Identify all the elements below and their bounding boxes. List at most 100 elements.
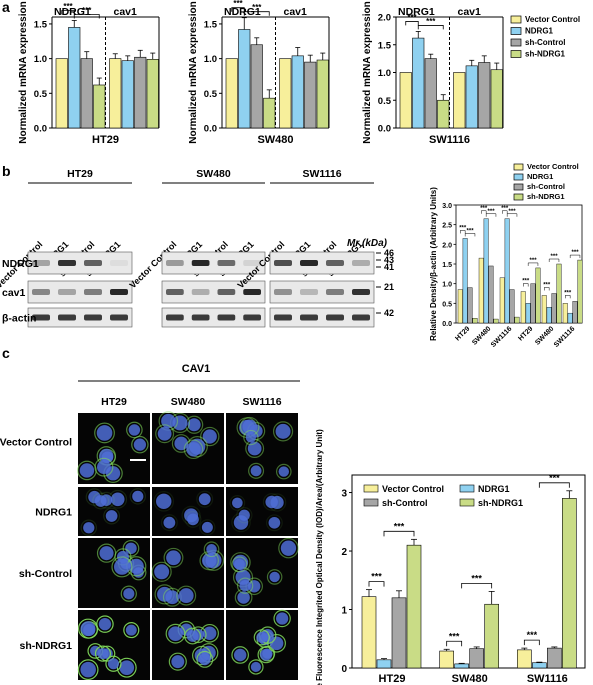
micro-title: CAV1 xyxy=(182,363,211,375)
micro-nucleus-2-2-6 xyxy=(234,558,245,570)
a2-bar-g1-2 xyxy=(478,62,491,129)
b-sig-bracket-2-0 xyxy=(502,210,508,214)
micro-image-2-1 xyxy=(151,538,225,608)
c-bar-2-0 xyxy=(517,649,532,669)
micro-image-2-0 xyxy=(78,538,150,608)
a2-ytick-label-1: 0.5 xyxy=(378,96,392,107)
micro-membrane-3-2-7 xyxy=(273,609,291,628)
b-sig-label-0-0: *** xyxy=(459,225,467,231)
a0-cell-line: HT29 xyxy=(92,134,119,146)
micro-image-0-1 xyxy=(152,411,224,484)
c-sig-label-2-1: *** xyxy=(549,473,560,483)
micro-image-1-1 xyxy=(152,487,224,536)
a1-bar-g1-0 xyxy=(279,58,292,129)
micro-membrane-0-1-6 xyxy=(155,424,175,444)
micro-nucleus-1-0-6 xyxy=(94,495,107,507)
blot-band-cav1-1-2 xyxy=(217,289,236,295)
blot-strip-cav1-1 xyxy=(161,280,266,304)
a-legend-label-3: sh-NDRG1 xyxy=(525,50,566,59)
micro-image-3-1 xyxy=(152,610,224,680)
blot-cell-line-SW480: SW480 xyxy=(196,168,231,180)
blot-band-cav1-0-3 xyxy=(110,289,128,295)
a2-ytick-label-4: 2.0 xyxy=(378,13,391,24)
micro-image-3-2 xyxy=(226,609,298,680)
micro-nucleus-3-2-7 xyxy=(276,612,289,625)
a0-ytick-label-0: 0.0 xyxy=(34,124,47,135)
micro-membrane-2-2-4 xyxy=(278,537,299,559)
micro-nucleus-1-0-5 xyxy=(105,510,118,522)
blot-band-cav1-2-2 xyxy=(326,289,344,295)
b-category-3: HT29 xyxy=(517,325,534,342)
a2-cell-line: SW1116 xyxy=(429,134,470,146)
a0-sig-bracket-0 xyxy=(61,10,75,15)
a1-sig-label-1: *** xyxy=(252,3,262,12)
blot-strip-β-actin-1 xyxy=(161,307,266,328)
a0-sig-label-1: *** xyxy=(82,6,92,15)
a2-bar-g1-1 xyxy=(465,65,478,129)
blot-row-label-1: cav1 xyxy=(2,287,26,299)
a2-sig-label-0: *** xyxy=(407,13,417,22)
a0-bar-g0-1 xyxy=(68,27,81,129)
c-legend-label-2: sh-Control xyxy=(382,498,428,508)
micro-membrane-3-1-7 xyxy=(184,627,201,645)
c-legend-label-0: Vector Control xyxy=(382,484,444,494)
micro-membrane-2-2-7 xyxy=(236,577,254,594)
micro-membrane-0-2-6 xyxy=(243,429,259,446)
c-sig-bracket-1-0 xyxy=(446,640,463,647)
a2-ylabel: Normalized mRNA expression xyxy=(362,1,373,143)
blot-band-cav1-2-3 xyxy=(352,289,370,295)
micro-membrane-2-1-5 xyxy=(151,561,172,582)
micro-nucleus-1-1-2 xyxy=(156,493,172,510)
micro-membrane-0-1-1 xyxy=(200,426,220,447)
c-legend-swatch-0 xyxy=(363,484,379,493)
b-sig-bracket-2-1 xyxy=(506,213,518,217)
b-sig-bracket-1-0 xyxy=(481,210,487,214)
blot-band-β-actin-2-0 xyxy=(274,314,292,321)
b-category-2: SW1116 xyxy=(490,325,513,348)
c-bar-2-2 xyxy=(547,647,562,669)
micro-membrane-1-1-5 xyxy=(184,510,202,528)
a1-bar-g0-0 xyxy=(225,58,238,129)
b-bar-2-3 xyxy=(514,316,520,324)
a1-cell-line: SW480 xyxy=(257,134,293,146)
c-legend-label-1: NDRG1 xyxy=(478,484,510,494)
micro-nucleus-2-2-2 xyxy=(237,591,250,604)
blot-band-cav1-1-0 xyxy=(166,289,184,295)
a-legend-swatch-2 xyxy=(510,38,522,47)
b-sig-bracket-5-1 xyxy=(569,254,581,259)
micro-membrane-3-2-1 xyxy=(248,659,264,675)
a1-group-label-1: cav1 xyxy=(284,6,308,18)
a-legend-swatch-3 xyxy=(510,50,522,58)
a1-sig-bracket-1 xyxy=(243,11,270,16)
c-category-1: SW480 xyxy=(452,673,488,685)
blot-strip-NDRG1-2 xyxy=(269,251,375,275)
micro-nucleus-0-0-0 xyxy=(96,425,113,441)
c-sig-bracket-2-1 xyxy=(538,482,570,488)
micro-membrane-0-0-7 xyxy=(94,457,114,477)
blot-band-NDRG1-1-2 xyxy=(217,260,236,266)
c-ylabel: Relative Fluorescence Integrited Optical… xyxy=(315,429,324,685)
b-sig-label-3-0: *** xyxy=(522,279,530,285)
micro-nucleus-3-2-2 xyxy=(260,648,273,661)
b-category-0: HT29 xyxy=(454,325,471,342)
c-bar-2-1 xyxy=(532,662,547,669)
micro-membrane-1-1-0 xyxy=(199,519,216,536)
a1-ytick-label-0: 0.0 xyxy=(204,124,217,135)
blot-marker-4: 42 xyxy=(384,308,394,318)
micro-image-2-2 xyxy=(226,537,299,608)
c-bar-0-0 xyxy=(361,596,377,669)
micro-membrane-2-0-7 xyxy=(111,556,133,578)
blot-row-label-0: NDRG1 xyxy=(2,258,39,270)
micro-membrane-2-1-3 xyxy=(163,547,184,568)
micro-col-SW1116: SW1116 xyxy=(242,396,281,408)
micro-membrane-3-0-4 xyxy=(116,657,137,678)
micro-image-0-0 xyxy=(77,413,150,484)
c-sig-label-0-1: *** xyxy=(394,521,405,531)
blot-band-β-actin-1-0 xyxy=(166,314,184,321)
micro-row-label-3: sh-NDRG1 xyxy=(19,640,72,652)
micro-membrane-3-2-2 xyxy=(257,646,275,664)
micro-membrane-1-2-3 xyxy=(262,493,281,511)
b-ytick-label-2: 1.0 xyxy=(442,282,452,289)
micro-membrane-2-0-2 xyxy=(120,585,137,602)
